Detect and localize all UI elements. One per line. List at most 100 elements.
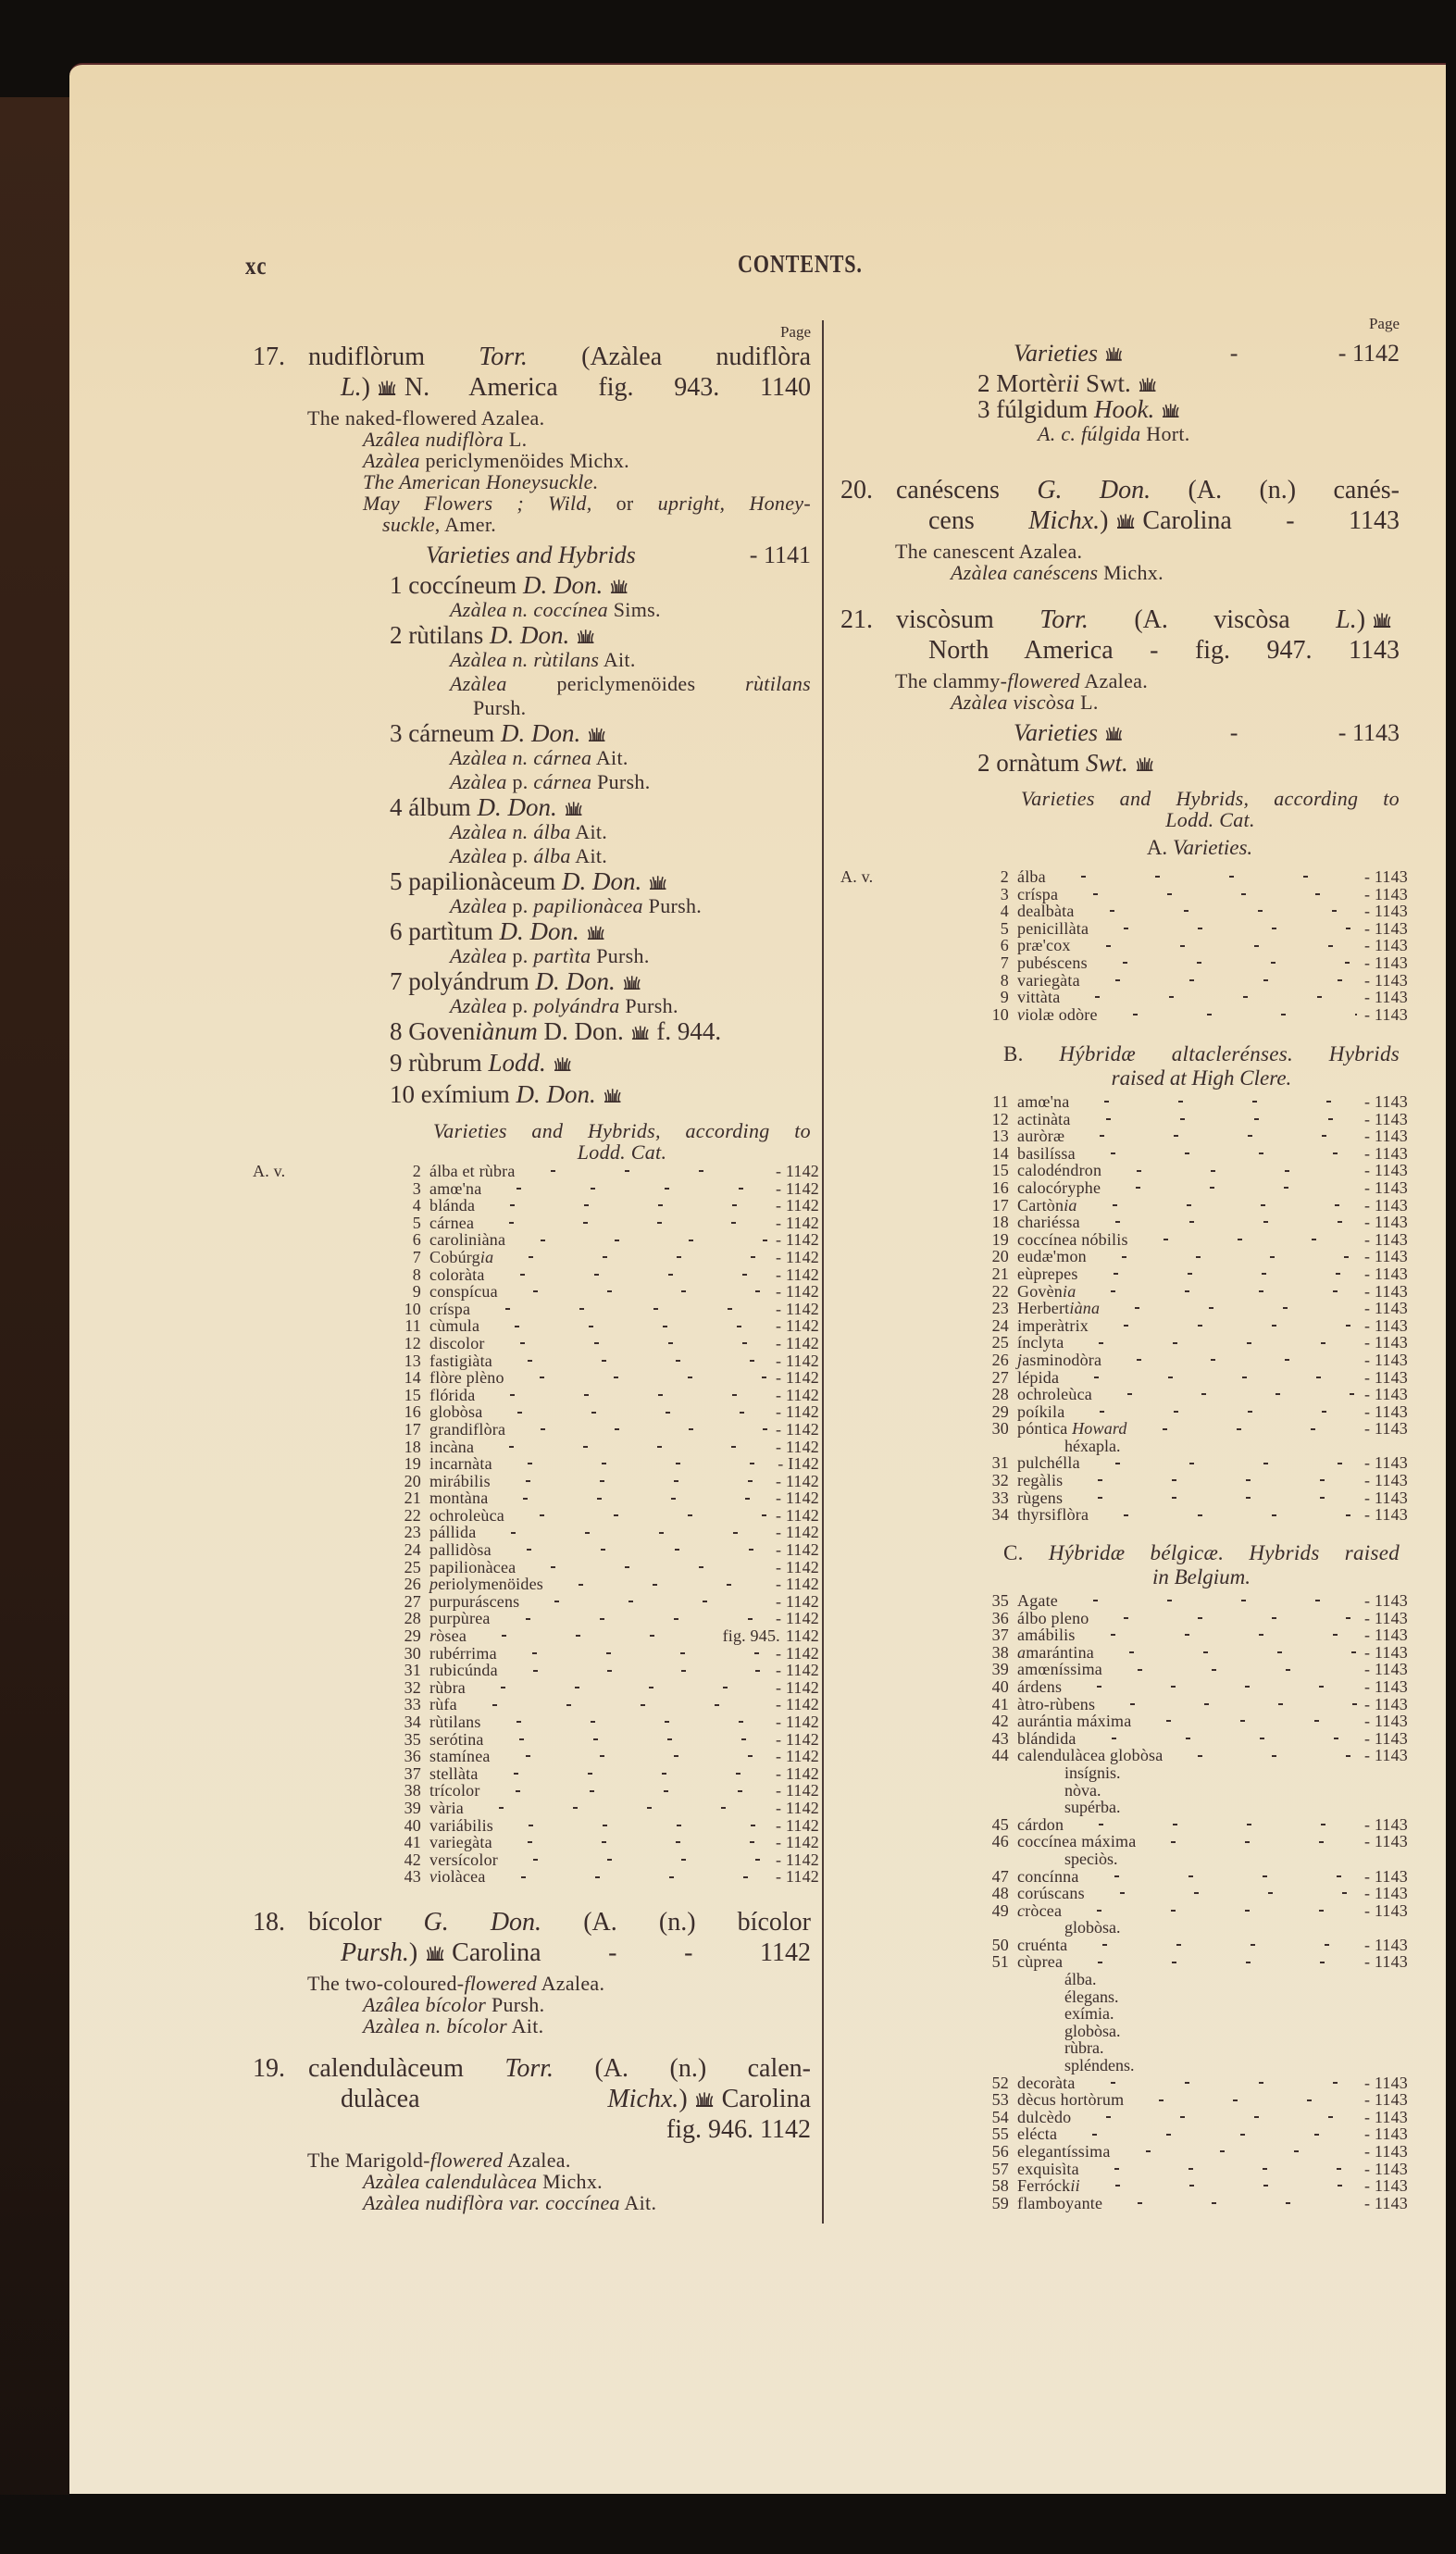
text: 7 polyándrum xyxy=(390,967,536,995)
text: Azalea. xyxy=(1079,669,1149,692)
shrub-icon xyxy=(1162,403,1179,417)
text: regàlis xyxy=(1017,1471,1064,1490)
line-text: suckle, Amer. xyxy=(253,514,811,535)
list-item: 4 blánda - 1142 xyxy=(253,1197,819,1215)
text: flórida xyxy=(429,1385,476,1404)
text: pulchélla xyxy=(1017,1453,1080,1473)
page-number: - 1143 xyxy=(1363,1229,1408,1249)
synonym: Azàlea calendulàcea Michx. xyxy=(253,2171,811,2192)
text: elegantíssima xyxy=(1017,2142,1111,2161)
item-name: pulchélla xyxy=(1017,1454,1080,1472)
page-number: - 1143 xyxy=(1363,902,1408,921)
text: caroliniàna xyxy=(429,1230,506,1250)
dot-leader xyxy=(1134,1427,1357,1430)
catalogue-heading-source: Lodd. Cat. xyxy=(253,1142,811,1163)
page-number: - 1143 xyxy=(1363,1350,1408,1369)
dot-leader xyxy=(1099,1393,1357,1396)
species-entry-continued: dulàcea Michx.) Carolina xyxy=(253,2084,811,2114)
item-number: 33 xyxy=(404,1695,421,1714)
contents-section: 21. viscòsum Torr. (A. viscòsa L.) North A… xyxy=(840,604,1400,776)
text: Ait. xyxy=(570,844,608,867)
text: Pursh. xyxy=(591,944,650,967)
page-number: - 1143 xyxy=(1363,2124,1408,2144)
dot-leader xyxy=(1082,1634,1357,1637)
list-item: 10 violæ odòre - 1143 xyxy=(840,1004,1408,1024)
item-number: 7 xyxy=(1000,953,1009,972)
page-number: - 1142 xyxy=(775,1591,819,1611)
page-number: - 1142 xyxy=(775,1677,819,1697)
line-text: Azàlea n. álba Ait. xyxy=(253,820,811,844)
item-number: 24 xyxy=(404,1540,421,1560)
list-item: 44 calendulàcea globòsa - 1143 xyxy=(840,1747,1408,1764)
text: (A. viscòsa xyxy=(1088,605,1337,634)
text: basilíssa xyxy=(1017,1143,1076,1163)
item-name: præ'cox xyxy=(1017,937,1071,954)
text: Pursh. xyxy=(642,894,703,917)
line-text: Azàlea periclymenöides rùtilans xyxy=(253,672,811,696)
item-name: cùmula xyxy=(429,1317,479,1335)
dot-leader xyxy=(1081,910,1357,913)
item-name: flamboyante xyxy=(1017,2194,1102,2212)
item-name: basilíssa xyxy=(1017,1143,1076,1163)
item-number: 37 xyxy=(404,1763,421,1783)
text: North America - fig. 947. 1143 xyxy=(928,636,1400,665)
text: D. Don. xyxy=(537,1017,624,1045)
item-number: 11 xyxy=(404,1316,421,1336)
text: periclymenöides xyxy=(419,449,570,472)
item-name: amœ'na xyxy=(1017,1093,1069,1111)
text: stamínea xyxy=(429,1747,491,1766)
dot-leader xyxy=(1109,1359,1357,1362)
text: iolæ odòre xyxy=(1025,1004,1098,1024)
list-item: 35 Agate - 1143 xyxy=(840,1592,1408,1610)
page-number: - 1142 xyxy=(775,1798,819,1817)
item-name: Agate xyxy=(1017,1592,1058,1610)
item-name: coloràta xyxy=(429,1265,485,1284)
dot-leader xyxy=(500,1824,768,1826)
entry-text: bícolor G. Don. (A. (n.) bícolor xyxy=(253,1907,811,1937)
species-entry: 19. calendulàceum Torr. (A. (n.) calen- xyxy=(253,2053,811,2084)
species-entry-continued: L.) N. America fig. 943. 1140 xyxy=(253,372,811,403)
item-name: rubérrima xyxy=(429,1644,497,1663)
page-number: - 1142 xyxy=(775,1643,819,1663)
page-number: - 1143 xyxy=(1363,1004,1408,1024)
text: rùfa xyxy=(429,1695,457,1714)
text: globòsa xyxy=(429,1402,483,1422)
item-number: 59 xyxy=(991,2193,1009,2212)
item-number: 16 xyxy=(404,1402,421,1422)
item-number: 48 xyxy=(991,1884,1009,1903)
dot-leader xyxy=(1082,1152,1357,1155)
dot-leader xyxy=(1085,1273,1357,1276)
text: cárnea xyxy=(429,1213,475,1232)
item-number: 13 xyxy=(991,1127,1009,1146)
variety-synonym: Azàlea p. papilionàcea Pursh. xyxy=(253,894,811,918)
item-name: corúscans xyxy=(1017,1885,1085,1902)
group-heading: A. Varieties. xyxy=(840,837,1400,859)
item-number: 26 xyxy=(404,1575,421,1594)
page-number: - 1142 xyxy=(775,1333,819,1352)
list-item: 11 cùmula - 1142 xyxy=(253,1317,819,1335)
list-item: 29 poíkila - 1143 xyxy=(840,1402,1408,1421)
page-number: - 1143 xyxy=(1363,1660,1408,1679)
italic-text: flowered xyxy=(429,2149,504,2172)
text: p. xyxy=(506,894,534,917)
catalogue-heading-source: Lodd. Cat. xyxy=(840,810,1400,830)
list-item: 41 variegàta - 1142 xyxy=(253,1834,819,1851)
item-name: variegàta xyxy=(1017,971,1080,990)
list-item: 18 chariéssa - 1143 xyxy=(840,1214,1408,1231)
text: concínna xyxy=(1017,1866,1079,1886)
item-number: 54 xyxy=(991,2107,1009,2126)
item-number: 9 xyxy=(1000,988,1009,1007)
line-text: cens Michx.) Carolina - 1143 xyxy=(840,505,1400,536)
item-number: 57 xyxy=(991,2159,1009,2178)
list-item: 8 coloràta - 1142 xyxy=(253,1265,819,1284)
item-number: 49 xyxy=(991,1900,1009,1920)
variety-entry: 1 coccíneum D. Don. xyxy=(253,572,811,598)
text: ochroleùca xyxy=(1017,1385,1092,1404)
page-number: - 1142 xyxy=(775,1763,819,1783)
variety-synonym: A. c. fúlgida Hort. xyxy=(840,422,1400,446)
text: calocóryphe xyxy=(1017,1177,1101,1197)
italic-text: D. Don. xyxy=(561,867,642,895)
italic-text: rùtilans xyxy=(745,672,811,695)
text: iolàcea xyxy=(437,1867,486,1887)
item-name: rùfa xyxy=(429,1696,457,1713)
